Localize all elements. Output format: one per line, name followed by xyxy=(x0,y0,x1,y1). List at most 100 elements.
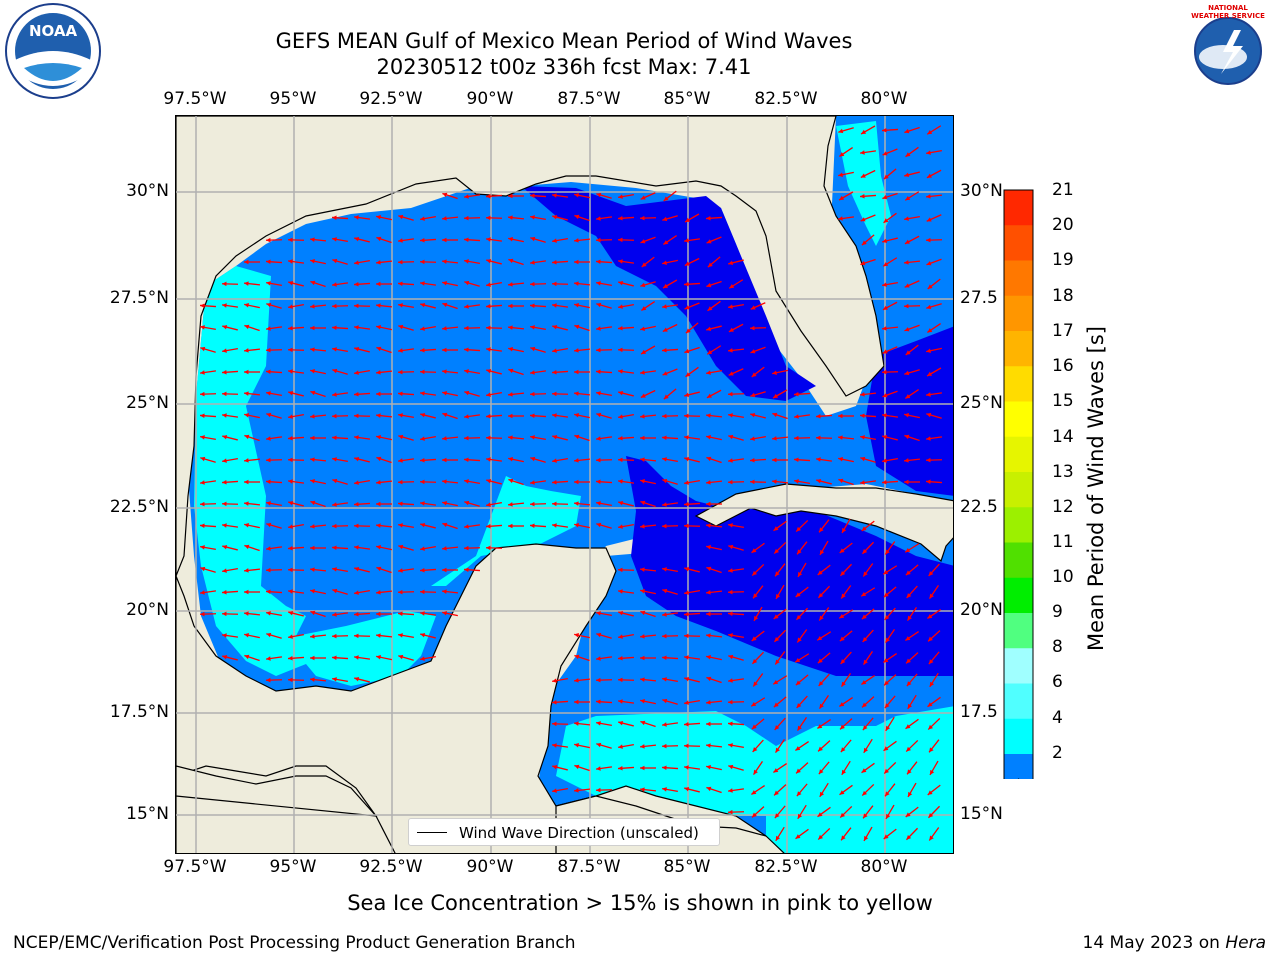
wave-arrow-head xyxy=(464,435,469,441)
lat-label-left: 22.5°N xyxy=(109,497,169,517)
wave-arrow-head xyxy=(751,790,757,795)
wave-arrow-head xyxy=(795,680,801,686)
wave-arrow-head xyxy=(574,458,579,463)
legend-line-symbol xyxy=(417,832,447,833)
wave-arrow-head xyxy=(728,413,733,418)
wave-arrow-head xyxy=(442,457,447,463)
wave-arrow-head xyxy=(862,790,868,796)
chart-subtitle: 20230512 t00z 336h fcst Max: 7.41 xyxy=(376,55,752,79)
wave-arrow-head xyxy=(200,545,205,550)
wave-arrow-head xyxy=(861,526,867,531)
wave-arrow-head xyxy=(926,173,932,178)
wave-arrow-head xyxy=(486,413,491,419)
wave-arrow-head xyxy=(530,260,535,265)
wave-arrow-head xyxy=(882,194,888,200)
lon-label-bottom: 87.5°W xyxy=(557,857,621,877)
wave-arrow-head xyxy=(706,523,711,528)
wave-arrow-head xyxy=(244,348,249,353)
wave-arrow-head xyxy=(904,172,910,178)
wave-arrow-head xyxy=(728,654,734,660)
wave-arrow-head xyxy=(376,655,382,660)
colorbar-band xyxy=(1004,225,1033,261)
wave-arrow-head xyxy=(376,633,381,638)
wave-arrow-head xyxy=(662,457,667,462)
wave-arrow-head xyxy=(508,523,513,529)
wave-arrow-head xyxy=(927,284,933,289)
wave-arrow-head xyxy=(842,527,847,533)
wave-arrow-head xyxy=(354,260,359,265)
wave-arrow-head xyxy=(662,347,667,353)
wave-arrow-head xyxy=(574,369,579,375)
wave-arrow-head xyxy=(838,216,843,221)
wave-arrow-head xyxy=(244,303,250,308)
wave-arrow-head xyxy=(332,347,337,352)
wave-arrow-head xyxy=(596,457,601,463)
wave-arrow-head xyxy=(552,281,557,287)
wave-arrow-head xyxy=(706,215,711,221)
wave-arrow-head xyxy=(926,150,931,155)
wave-arrow-head xyxy=(882,349,888,354)
wave-arrow-head xyxy=(640,677,645,682)
wave-arrow-head xyxy=(244,391,249,396)
wave-arrow-head xyxy=(706,393,712,398)
wave-arrow-head xyxy=(420,567,425,573)
wave-arrow-head xyxy=(750,305,756,310)
wave-arrow-head xyxy=(728,479,733,485)
wave-arrow-head xyxy=(882,151,888,156)
wave-arrow-head xyxy=(596,742,602,748)
wave-arrow-head xyxy=(354,413,359,419)
wave-arrow-head xyxy=(354,480,359,485)
wave-arrow-head xyxy=(574,699,579,705)
wave-arrow-head xyxy=(266,457,271,463)
wave-arrow-head xyxy=(222,589,227,595)
wave-arrow-head xyxy=(332,478,338,484)
wave-arrow-head xyxy=(398,303,403,308)
wave-arrow-head xyxy=(398,501,403,507)
wave-arrow-head xyxy=(618,304,623,309)
wave-arrow-head xyxy=(508,347,514,352)
wave-arrow-head xyxy=(640,720,646,726)
wave-arrow-head xyxy=(464,524,469,529)
wave-arrow-head xyxy=(244,654,250,660)
wave-arrow-head xyxy=(662,677,667,682)
wave-arrow-head xyxy=(797,813,803,819)
wave-arrow-head xyxy=(442,347,447,353)
wave-arrow-head xyxy=(288,325,293,331)
wave-arrow-head xyxy=(574,501,579,506)
wave-arrow-head xyxy=(904,283,910,288)
wave-arrow-head xyxy=(310,677,315,682)
wave-arrow-head xyxy=(728,304,733,309)
wave-arrow-head xyxy=(926,261,932,266)
wave-arrow-head xyxy=(706,435,712,440)
wave-arrow-head xyxy=(905,195,911,201)
wave-arrow-head xyxy=(354,456,360,462)
wave-arrow-head xyxy=(773,702,779,708)
lat-label-right: 25°N xyxy=(960,393,1003,413)
wave-arrow-head xyxy=(684,501,689,507)
lon-label-top: 90°W xyxy=(466,89,514,109)
wave-arrow-head xyxy=(662,698,668,704)
wave-arrow-head xyxy=(640,282,646,288)
wave-arrow-head xyxy=(684,480,689,485)
wave-arrow-head xyxy=(288,589,293,594)
wave-arrow-head xyxy=(794,435,799,441)
wave-arrow-head xyxy=(376,590,381,595)
wave-arrow-head xyxy=(354,676,360,682)
wave-arrow-head xyxy=(288,524,293,529)
wave-arrow-head xyxy=(882,393,888,398)
wave-arrow-head xyxy=(596,501,601,506)
wave-arrow-head xyxy=(508,258,514,264)
wave-arrow-head xyxy=(552,303,557,308)
wave-arrow-head xyxy=(795,657,801,663)
dark-zone-keys xyxy=(866,326,953,496)
wave-arrow-head xyxy=(618,524,623,529)
wave-arrow-head xyxy=(398,589,403,595)
wave-arrow-head xyxy=(860,456,866,462)
wave-arrow-head xyxy=(244,259,249,265)
wave-arrow-head xyxy=(244,434,250,440)
wave-arrow-head xyxy=(464,414,469,419)
wave-arrow-head xyxy=(640,610,646,616)
wave-arrow-head xyxy=(838,457,844,462)
wave-arrow-head xyxy=(486,282,491,287)
wave-arrow-head xyxy=(905,724,911,729)
